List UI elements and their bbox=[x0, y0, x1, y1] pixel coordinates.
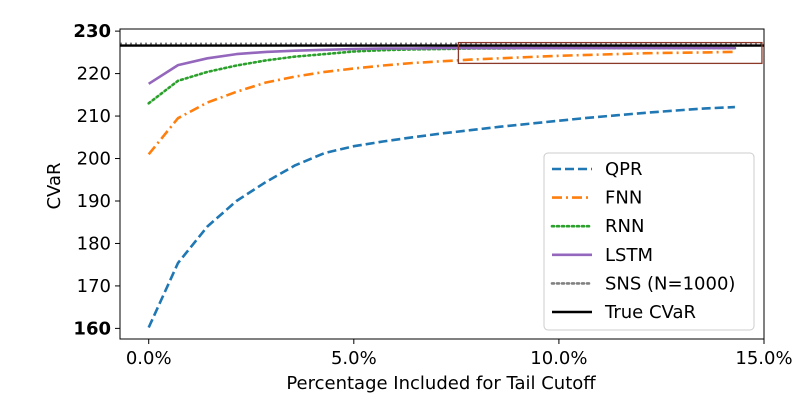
y-axis-title: CVaR bbox=[44, 162, 65, 209]
plot-frame bbox=[119, 28, 765, 340]
axes-layer: 0.0% 5.0% 10.0% 15.0% 160 170 180 190 200 210 220 2… bbox=[73, 21, 792, 369]
legend-label: True CVaR bbox=[604, 302, 696, 323]
y-tick-label: 200 bbox=[77, 149, 111, 170]
y-tick-label: 160 bbox=[73, 318, 111, 339]
y-tick-label: 170 bbox=[77, 276, 111, 297]
plot-layer bbox=[120, 41, 764, 329]
y-tick-label: 180 bbox=[77, 233, 111, 254]
legend-box bbox=[543, 152, 755, 331]
x-tick-label: 5.0% bbox=[331, 348, 377, 369]
legend-label: LSTM bbox=[605, 245, 653, 266]
zoom-highlight-box bbox=[457, 41, 763, 65]
legend-label: FNN bbox=[605, 188, 642, 209]
legend-label: QPR bbox=[605, 159, 643, 180]
x-tick-label: 0.0% bbox=[126, 348, 172, 369]
y-tick-label: 190 bbox=[77, 191, 111, 212]
series-line-lstm bbox=[148, 46, 735, 85]
series-line-fnn bbox=[147, 50, 735, 156]
x-tick-label: 10.0% bbox=[530, 348, 587, 369]
series-line-rnn bbox=[147, 46, 737, 105]
x-tick-label: 15.0% bbox=[735, 348, 792, 369]
legend-label: SNS (N=1000) bbox=[605, 273, 735, 294]
legend-label: RNN bbox=[605, 216, 644, 237]
series-line-qpr bbox=[147, 105, 735, 329]
x-axis-title: Percentage Included for Tail Cutoff bbox=[286, 373, 596, 394]
legend: QPR FNN RNN LSTM SNS (N=1000) True CVaR bbox=[543, 152, 755, 331]
y-tick-label: 220 bbox=[77, 64, 111, 85]
y-tick-label: 230 bbox=[73, 21, 111, 42]
y-tick-label: 210 bbox=[77, 106, 111, 127]
